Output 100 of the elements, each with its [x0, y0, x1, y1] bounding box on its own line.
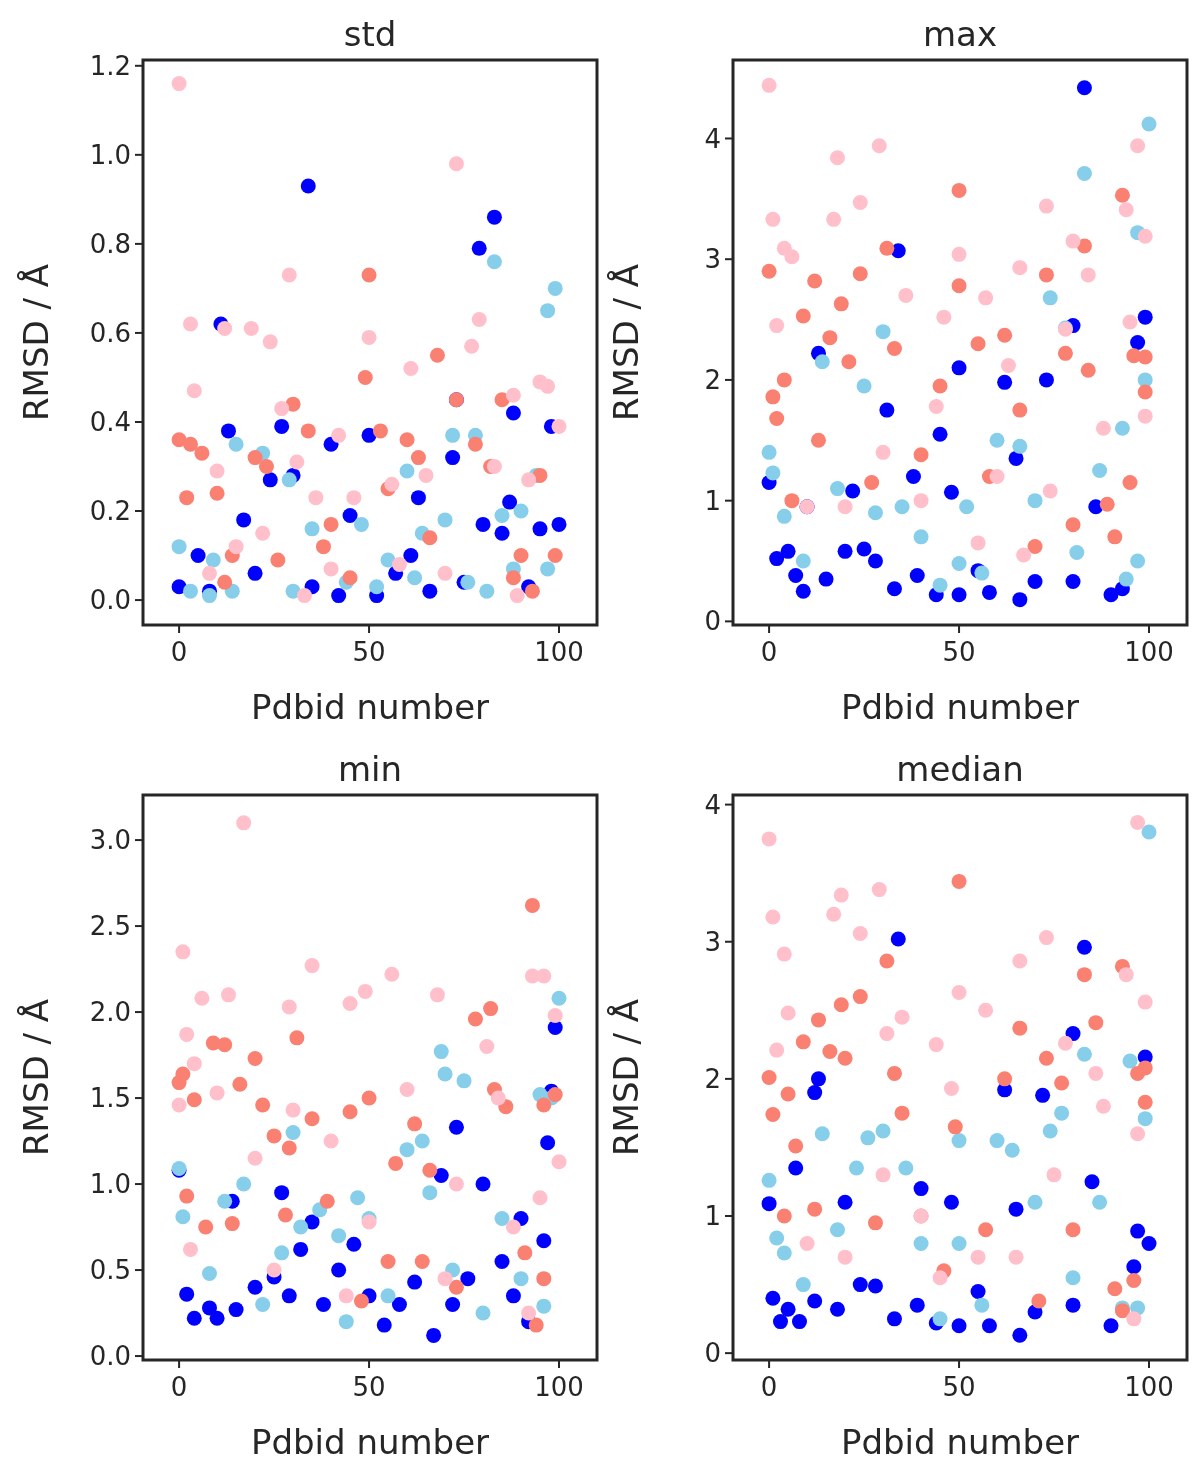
point: [1141, 824, 1157, 840]
point: [1057, 1035, 1073, 1051]
chart-title: std: [343, 14, 397, 54]
point: [769, 1230, 785, 1246]
point: [932, 1270, 948, 1286]
y-tick-label: 1.5: [89, 1083, 131, 1114]
point: [814, 354, 830, 370]
point: [913, 1235, 929, 1251]
point: [875, 1123, 891, 1139]
point: [951, 587, 967, 603]
point: [1103, 1318, 1119, 1334]
point: [403, 548, 419, 564]
point: [536, 1271, 552, 1287]
point: [1137, 1111, 1153, 1127]
point: [186, 1056, 202, 1072]
x-tick-label: 50: [352, 1372, 386, 1402]
point: [1012, 260, 1028, 276]
point: [410, 450, 426, 466]
point: [928, 1037, 944, 1053]
point: [1080, 267, 1096, 283]
point: [357, 983, 373, 999]
point: [228, 436, 244, 452]
point: [837, 1050, 853, 1066]
point: [1137, 349, 1153, 365]
point: [761, 444, 777, 460]
point: [795, 1034, 811, 1050]
point: [826, 211, 842, 227]
point: [342, 570, 358, 586]
point: [848, 1160, 864, 1176]
point: [1137, 994, 1153, 1010]
point: [867, 1278, 883, 1294]
point: [323, 561, 339, 577]
point: [829, 150, 845, 166]
point: [422, 1185, 438, 1201]
point: [319, 1193, 335, 1209]
point: [346, 1236, 362, 1252]
point: [776, 1208, 792, 1224]
point: [281, 472, 297, 488]
point: [479, 1038, 495, 1054]
point: [201, 588, 217, 604]
point: [372, 423, 388, 439]
point: [913, 493, 929, 509]
point: [1092, 1194, 1108, 1210]
x-tick-label: 50: [352, 637, 386, 667]
point: [331, 427, 347, 443]
point: [833, 296, 849, 312]
point: [951, 1235, 967, 1251]
point: [913, 447, 929, 463]
x-tick-label: 50: [942, 1372, 976, 1402]
point: [1012, 592, 1028, 608]
point: [776, 508, 792, 524]
point: [909, 1297, 925, 1313]
point: [1027, 1194, 1043, 1210]
point: [338, 1314, 354, 1330]
point: [274, 1185, 290, 1201]
point: [540, 561, 556, 577]
point: [1103, 587, 1119, 603]
point: [414, 1133, 430, 1149]
point: [399, 463, 415, 479]
point: [293, 1241, 309, 1257]
point: [342, 1104, 358, 1120]
point: [236, 512, 252, 528]
point: [871, 138, 887, 154]
point: [331, 588, 347, 604]
point: [795, 308, 811, 324]
point: [361, 1214, 377, 1230]
point: [833, 997, 849, 1013]
point: [448, 1119, 464, 1135]
point: [217, 320, 233, 336]
point: [483, 1001, 499, 1017]
point: [308, 490, 324, 506]
point: [346, 490, 362, 506]
point: [1126, 1259, 1142, 1275]
point: [780, 543, 796, 559]
point: [947, 1119, 963, 1135]
point: [761, 1172, 777, 1188]
point: [829, 481, 845, 497]
point: [467, 436, 483, 452]
point: [1004, 1142, 1020, 1158]
point: [1141, 1235, 1157, 1251]
point: [513, 548, 529, 564]
point: [194, 990, 210, 1006]
point: [928, 398, 944, 414]
point: [201, 1300, 217, 1316]
point: [505, 405, 521, 421]
point: [936, 309, 952, 325]
point: [274, 418, 290, 434]
point: [437, 1066, 453, 1082]
point: [521, 472, 537, 488]
point: [1122, 475, 1138, 491]
point: [780, 1086, 796, 1102]
point: [788, 568, 804, 583]
point: [879, 240, 895, 256]
x-tick-label: 100: [1124, 1372, 1174, 1402]
point: [494, 1253, 510, 1269]
point: [217, 574, 233, 590]
y-tick-label: 0.0: [89, 1341, 131, 1372]
point: [494, 525, 510, 541]
point: [894, 499, 910, 515]
point: [475, 1176, 491, 1192]
